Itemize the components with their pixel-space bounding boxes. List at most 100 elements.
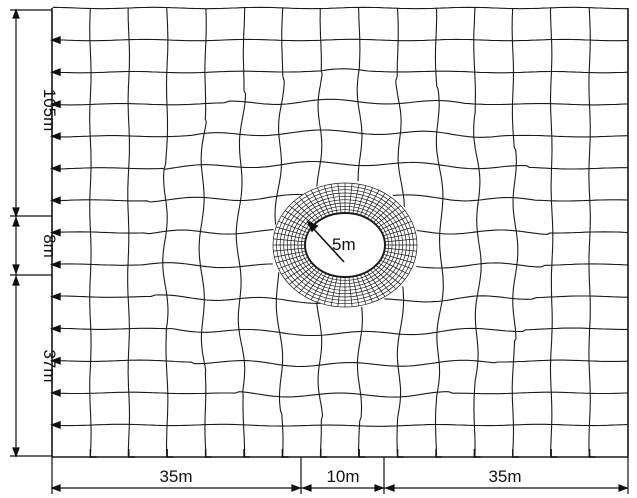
mesh-line — [434, 8, 444, 456]
mesh-line — [384, 295, 629, 303]
refined-spoke — [378, 210, 406, 228]
refined-spoke — [323, 275, 334, 305]
mesh-line — [274, 7, 285, 225]
vertical-dimensions — [10, 8, 52, 458]
bottom-roller-supports — [89, 449, 596, 458]
refined-spoke — [317, 187, 331, 216]
refined-spoke — [337, 276, 342, 307]
refined-spoke — [273, 247, 306, 252]
refined-spoke — [356, 185, 367, 215]
refined-spoke — [281, 215, 310, 231]
mesh-line — [52, 129, 628, 138]
refined-spoke — [348, 183, 353, 214]
mesh-line — [52, 262, 273, 269]
refined-spoke — [337, 183, 342, 214]
refined-spoke — [352, 184, 360, 214]
refined-spoke — [366, 193, 386, 219]
mesh-line — [52, 68, 628, 74]
refined-spoke — [373, 200, 397, 223]
roller-support-bottom — [550, 449, 558, 458]
roller-support-left — [50, 292, 61, 301]
refined-spoke — [310, 273, 327, 300]
roller-support-left — [50, 68, 61, 77]
refined-spoke — [356, 275, 367, 305]
mesh-line — [416, 229, 628, 235]
refined-spoke — [289, 205, 315, 225]
roller-support-left — [50, 356, 61, 365]
refined-spoke — [323, 185, 334, 215]
roller-support-bottom — [473, 449, 481, 458]
refined-spoke — [363, 190, 380, 217]
refined-spoke — [274, 232, 306, 240]
mesh-line — [198, 8, 207, 456]
tunnel-refined-mesh — [272, 182, 418, 308]
refined-spoke — [278, 220, 309, 234]
refined-spoke — [293, 267, 317, 290]
refined-spoke — [380, 259, 409, 275]
mesh-line — [51, 229, 274, 235]
roller-support-bottom — [358, 449, 366, 458]
mesh-line — [549, 7, 554, 456]
refined-spoke — [348, 276, 353, 307]
roller-support-bottom — [243, 449, 250, 458]
mesh-line — [52, 294, 321, 304]
refined-spoke — [330, 184, 338, 214]
roller-support-bottom — [588, 449, 596, 458]
roller-support-bottom — [128, 449, 135, 458]
refined-spoke — [289, 265, 315, 285]
refined-spoke — [276, 253, 307, 264]
refined-spoke — [384, 250, 416, 258]
roller-support-left — [50, 132, 61, 141]
width-label-left: 35m — [159, 467, 192, 486]
mesh-line — [416, 262, 628, 269]
refined-spoke — [293, 200, 317, 223]
refined-spoke — [284, 262, 312, 280]
mesh-line — [162, 7, 169, 457]
refined-spoke — [304, 193, 324, 219]
radius-arrow — [306, 220, 345, 263]
refined-spoke — [380, 215, 409, 231]
roller-support-left — [50, 100, 61, 109]
height-label-top: 105m — [40, 89, 59, 132]
roller-support-left — [50, 388, 61, 397]
mesh-line — [52, 98, 629, 106]
mesh-line — [51, 423, 628, 427]
mesh-line — [356, 307, 363, 457]
refined-spoke — [281, 259, 310, 275]
roller-support-left — [50, 420, 61, 429]
roller-support-left — [50, 196, 61, 205]
radius-label: 5m — [332, 235, 356, 254]
height-label-bottom: 37m — [40, 349, 59, 382]
mesh-line — [52, 359, 629, 368]
refined-spoke — [273, 238, 306, 243]
roller-support-bottom — [166, 449, 174, 458]
mesh-line — [396, 286, 405, 457]
roller-support-left — [50, 164, 61, 173]
mesh-line — [511, 8, 519, 456]
refined-spoke — [383, 226, 414, 237]
roller-support-left — [50, 36, 61, 45]
refined-spoke — [278, 256, 309, 270]
refined-spoke — [370, 196, 391, 221]
mesh-line — [52, 193, 303, 203]
refined-spoke — [384, 238, 417, 243]
refined-spoke — [299, 269, 320, 294]
refined-spoke — [373, 267, 397, 290]
refined-spoke — [310, 190, 327, 217]
refined-spoke — [375, 265, 401, 285]
mesh-line — [356, 7, 363, 182]
roller-support-bottom — [512, 449, 519, 458]
mesh-line — [51, 391, 629, 398]
roller-support-bottom — [281, 449, 289, 458]
roller-support-bottom — [320, 449, 327, 458]
width-label-right: 35m — [488, 467, 521, 486]
mesh-line — [52, 6, 628, 10]
left-roller-supports — [50, 36, 61, 429]
refined-spoke — [383, 253, 414, 264]
refined-spoke — [330, 276, 338, 306]
tunnel-opening — [304, 212, 386, 278]
width-label-middle: 10m — [326, 467, 359, 486]
roller-support-left — [50, 228, 61, 237]
refined-spoke — [384, 247, 417, 252]
mesh-line — [51, 38, 629, 42]
